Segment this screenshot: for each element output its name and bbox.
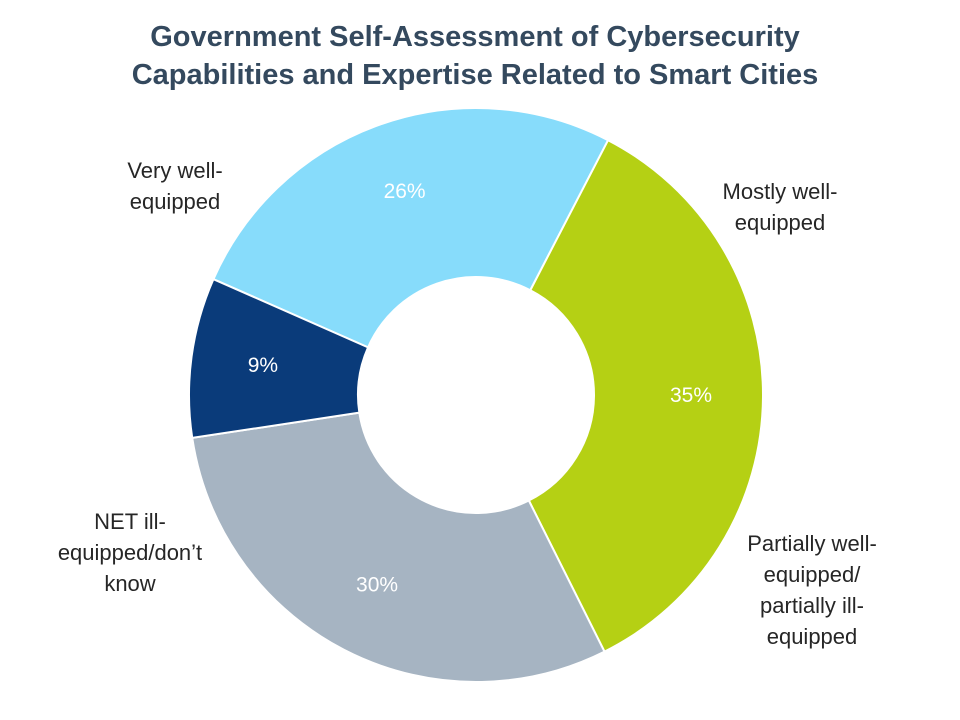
label-net-ill-equipped: NET ill- equipped/don’t know	[57, 509, 203, 596]
slice-value-label-0: 26%	[384, 180, 426, 203]
slice-value-label-3: 9%	[248, 354, 278, 377]
chart-title: Government Self-Assessment of Cybersecur…	[0, 18, 950, 94]
donut-slice-1	[527, 138, 764, 653]
donut-slice-2	[191, 411, 606, 683]
label-mostly-well-equipped: Mostly well- equipped	[722, 179, 838, 235]
label-very-well-equipped: Very well- equipped	[127, 158, 223, 214]
chart-title-line-2: Capabilities and Expertise Related to Sm…	[131, 59, 819, 91]
donut-slice-0	[212, 107, 610, 349]
slice-value-label-1: 35%	[670, 384, 712, 407]
chart-title-line-1: Government Self-Assessment of Cybersecur…	[150, 21, 800, 53]
donut-slice-3	[188, 277, 370, 440]
slice-value-label-2: 30%	[356, 573, 398, 596]
label-partially-well-equipped: Partially well- equipped/ partially ill-…	[747, 531, 877, 649]
